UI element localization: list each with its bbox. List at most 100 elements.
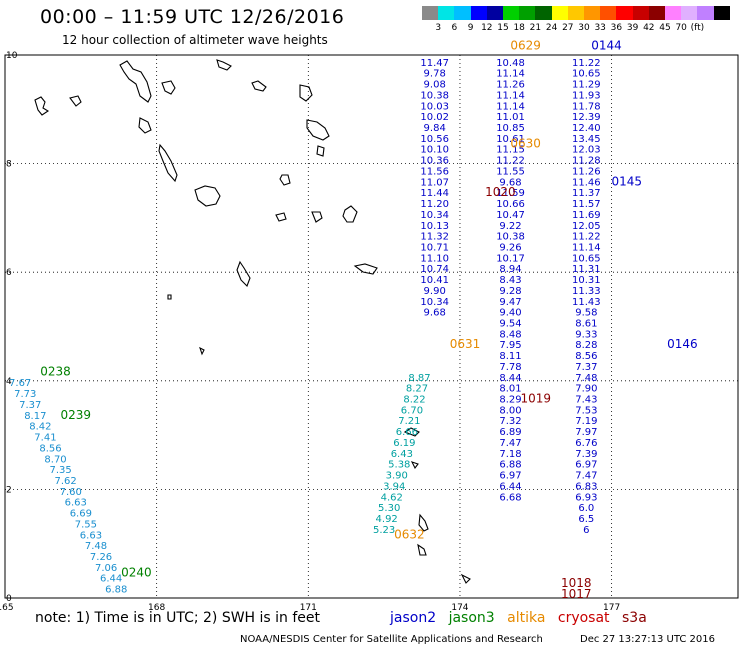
wave-height-value: 8.56 [39,443,61,454]
wave-height-value: 8.70 [44,454,66,465]
wave-height-value: 11.55 [496,166,525,177]
wave-height-value: 11.29 [572,80,601,91]
color-scale-label: 36 [610,23,623,33]
pass-time-labels: 0238 0239 0240 0629 0630 0631 0632 1020 1019 1018… [40,39,697,601]
island-outline [279,174,291,186]
map-title: 00:00 – 11:59 UTC 12/26/2016 [40,6,345,28]
color-swatch [486,6,503,20]
wave-height-value: 11.10 [420,253,449,264]
legend-cryosat: cryosat [557,610,610,626]
wave-height-value: 11.22 [496,156,525,167]
map-subtitle: 12 hour collection of altimeter wave hei… [62,33,328,47]
wave-height-value: 7.48 [85,541,107,552]
wave-height-value: 9.40 [499,308,521,319]
island-outline [417,543,427,556]
wave-height-value: 8.43 [499,275,521,286]
wave-height-value: 8.48 [499,329,521,340]
wave-height-value: 9.28 [499,286,521,297]
wave-height-value: 8.29 [499,395,521,406]
color-scale-label: (ft) [690,23,705,33]
wave-height-value: 8.22 [403,395,425,406]
wave-height-value: 11.32 [420,232,449,243]
wave-height-value: 9.58 [575,308,597,319]
x-tick-label: 174 [451,603,468,613]
map-frame [4,54,739,599]
wave-height-value: 12.05 [572,221,601,232]
wave-height-value: 8.28 [575,340,597,351]
wave-height-value: 11.57 [572,199,601,210]
wave-height-value: 11.31 [572,264,601,275]
wave-height-value: 11.46 [572,177,601,188]
legend-jason2: jason2 [390,610,437,626]
color-swatch [438,6,455,20]
wave-height-value: 9.22 [499,221,521,232]
island-outline [167,294,172,300]
pass-time-label: 1019 [521,392,552,406]
island-outline [353,263,378,275]
wave-height-value: 4.92 [376,514,398,525]
wave-height-value: 10.74 [420,264,449,275]
wave-height-value: 6.44 [499,481,521,492]
color-scale-label: 39 [626,23,639,33]
island-outline [216,59,232,71]
pass-time-label: 1018 [561,576,592,590]
pass-time-label: 0144 [591,39,622,53]
color-scale-label: 27 [562,23,574,33]
wave-height-value: 7.37 [19,400,41,411]
wave-height-value: 6.63 [65,498,87,509]
color-swatch [648,6,665,20]
wave-height-value: 12.03 [572,145,601,156]
color-swatch [470,6,487,20]
footer-credit: NOAA/NESDIS Center for Satellite Applica… [240,634,543,645]
island-outline [275,212,287,222]
wave-height-value: 10.02 [420,112,449,123]
wave-height-value: 6.88 [105,585,127,596]
wave-height-value: 8.01 [499,384,521,395]
wave-height-value: 11.43 [572,297,601,308]
color-swatch [697,6,714,20]
wave-height-value: 7.26 [90,552,112,563]
wave-height-value: 7.19 [575,416,597,427]
island-outline [34,96,50,116]
wave-height-value: 7.78 [499,362,521,373]
wave-height-value: 11.44 [420,188,449,199]
wave-height-value: 12.39 [572,112,601,123]
wave-height-value: 7.73 [14,389,36,400]
wave-height-value: 9.26 [499,242,521,253]
wave-height-value: 8.11 [499,351,521,362]
x-tick-label: 177 [603,603,620,613]
wave-height-value: 11.37 [572,188,601,199]
wave-height-value: 11.14 [496,101,525,112]
color-swatch [567,6,584,20]
wave-height-value: 8.00 [499,405,521,416]
wave-height-value: 6.70 [401,405,423,416]
wave-height-value: 7.95 [499,340,521,351]
wave-height-value: 7.32 [499,416,521,427]
wave-height-value: 10.31 [572,275,601,286]
wave-height-value: 10.47 [496,210,525,221]
wave-height-value: 8.17 [24,411,46,422]
y-tick-label: 8 [6,160,12,170]
wave-height-value: 8.61 [575,319,597,330]
wave-height-value: 10.34 [420,297,449,308]
wave-height-value: 7.53 [575,405,597,416]
color-swatch [551,6,568,20]
pass-time-label: 0146 [667,337,698,351]
wave-height-value: 11.47 [420,58,449,69]
pass-time-label: 1017 [561,587,592,601]
color-scale-label: 30 [578,23,590,33]
color-scale-label: 45 [659,23,671,33]
wave-height-value: 4.62 [381,492,403,503]
color-scale-label: 33 [594,23,606,33]
wave-height-value: 7.55 [75,519,97,530]
island-outline [251,80,267,92]
pass-time-label: 0239 [60,408,91,422]
x-tick-label: 165 [0,603,14,613]
color-swatch [616,6,633,20]
wave-height-value: 9.84 [424,123,446,134]
color-scale-label: 3 [435,23,442,33]
wave-height-value: 7.62 [55,476,77,487]
wave-height-value: 9.68 [424,308,446,319]
wave-height-value: 9.08 [424,80,446,91]
